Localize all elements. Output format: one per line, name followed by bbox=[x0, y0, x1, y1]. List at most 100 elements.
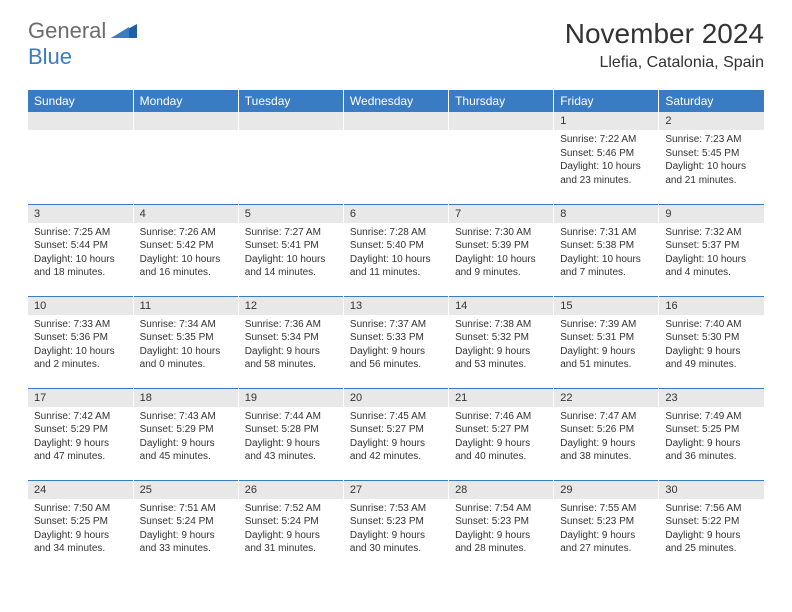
day-content: Sunrise: 7:47 AMSunset: 5:26 PMDaylight:… bbox=[554, 407, 658, 468]
calendar-cell: 2Sunrise: 7:23 AMSunset: 5:45 PMDaylight… bbox=[659, 112, 764, 204]
daylight-text: Daylight: 10 hours and 9 minutes. bbox=[455, 253, 547, 280]
weekday-header: Monday bbox=[133, 90, 238, 112]
title-block: November 2024 Llefia, Catalonia, Spain bbox=[565, 18, 764, 72]
sunset-text: Sunset: 5:45 PM bbox=[665, 147, 758, 161]
calendar-cell: 24Sunrise: 7:50 AMSunset: 5:25 PMDayligh… bbox=[28, 480, 133, 572]
calendar-cell bbox=[28, 112, 133, 204]
day-content: Sunrise: 7:27 AMSunset: 5:41 PMDaylight:… bbox=[239, 223, 343, 284]
calendar-cell bbox=[449, 112, 554, 204]
sunset-text: Sunset: 5:30 PM bbox=[665, 331, 758, 345]
calendar-cell: 3Sunrise: 7:25 AMSunset: 5:44 PMDaylight… bbox=[28, 204, 133, 296]
calendar-cell: 23Sunrise: 7:49 AMSunset: 5:25 PMDayligh… bbox=[659, 388, 764, 480]
sunrise-text: Sunrise: 7:33 AM bbox=[34, 318, 127, 332]
logo-triangle-icon bbox=[111, 22, 137, 43]
day-number: 22 bbox=[554, 389, 658, 407]
daylight-text: Daylight: 9 hours and 31 minutes. bbox=[245, 529, 337, 556]
sunrise-text: Sunrise: 7:26 AM bbox=[140, 226, 232, 240]
sunset-text: Sunset: 5:36 PM bbox=[34, 331, 127, 345]
sunset-text: Sunset: 5:31 PM bbox=[560, 331, 652, 345]
empty-day bbox=[134, 112, 238, 130]
sunrise-text: Sunrise: 7:36 AM bbox=[245, 318, 337, 332]
empty-day bbox=[28, 112, 133, 130]
day-number: 26 bbox=[239, 481, 343, 499]
day-content: Sunrise: 7:22 AMSunset: 5:46 PMDaylight:… bbox=[554, 130, 658, 191]
day-content: Sunrise: 7:28 AMSunset: 5:40 PMDaylight:… bbox=[344, 223, 448, 284]
daylight-text: Daylight: 9 hours and 56 minutes. bbox=[350, 345, 442, 372]
calendar-cell: 17Sunrise: 7:42 AMSunset: 5:29 PMDayligh… bbox=[28, 388, 133, 480]
day-content: Sunrise: 7:33 AMSunset: 5:36 PMDaylight:… bbox=[28, 315, 133, 376]
sunset-text: Sunset: 5:46 PM bbox=[560, 147, 652, 161]
day-content: Sunrise: 7:30 AMSunset: 5:39 PMDaylight:… bbox=[449, 223, 553, 284]
day-content: Sunrise: 7:53 AMSunset: 5:23 PMDaylight:… bbox=[344, 499, 448, 560]
sunrise-text: Sunrise: 7:47 AM bbox=[560, 410, 652, 424]
logo: General Blue bbox=[28, 18, 137, 70]
day-number: 10 bbox=[28, 297, 133, 315]
daylight-text: Daylight: 9 hours and 30 minutes. bbox=[350, 529, 442, 556]
daylight-text: Daylight: 10 hours and 18 minutes. bbox=[34, 253, 127, 280]
sunrise-text: Sunrise: 7:42 AM bbox=[34, 410, 127, 424]
sunrise-text: Sunrise: 7:34 AM bbox=[140, 318, 232, 332]
day-number: 15 bbox=[554, 297, 658, 315]
sunset-text: Sunset: 5:32 PM bbox=[455, 331, 547, 345]
sunset-text: Sunset: 5:39 PM bbox=[455, 239, 547, 253]
calendar-cell: 19Sunrise: 7:44 AMSunset: 5:28 PMDayligh… bbox=[238, 388, 343, 480]
day-content: Sunrise: 7:49 AMSunset: 5:25 PMDaylight:… bbox=[659, 407, 764, 468]
day-content: Sunrise: 7:46 AMSunset: 5:27 PMDaylight:… bbox=[449, 407, 553, 468]
calendar-cell: 11Sunrise: 7:34 AMSunset: 5:35 PMDayligh… bbox=[133, 296, 238, 388]
weekday-header: Sunday bbox=[28, 90, 133, 112]
day-number: 27 bbox=[344, 481, 448, 499]
sunrise-text: Sunrise: 7:43 AM bbox=[140, 410, 232, 424]
sunset-text: Sunset: 5:29 PM bbox=[140, 423, 232, 437]
day-number: 14 bbox=[449, 297, 553, 315]
sunrise-text: Sunrise: 7:37 AM bbox=[350, 318, 442, 332]
calendar-cell: 1Sunrise: 7:22 AMSunset: 5:46 PMDaylight… bbox=[554, 112, 659, 204]
daylight-text: Daylight: 10 hours and 11 minutes. bbox=[350, 253, 442, 280]
sunrise-text: Sunrise: 7:40 AM bbox=[665, 318, 758, 332]
daylight-text: Daylight: 9 hours and 58 minutes. bbox=[245, 345, 337, 372]
sunset-text: Sunset: 5:35 PM bbox=[140, 331, 232, 345]
calendar-cell: 15Sunrise: 7:39 AMSunset: 5:31 PMDayligh… bbox=[554, 296, 659, 388]
day-content: Sunrise: 7:38 AMSunset: 5:32 PMDaylight:… bbox=[449, 315, 553, 376]
logo-text-blue: Blue bbox=[28, 44, 72, 69]
calendar-cell: 22Sunrise: 7:47 AMSunset: 5:26 PMDayligh… bbox=[554, 388, 659, 480]
day-number: 11 bbox=[134, 297, 238, 315]
sunset-text: Sunset: 5:34 PM bbox=[245, 331, 337, 345]
day-number: 9 bbox=[659, 205, 764, 223]
day-content: Sunrise: 7:50 AMSunset: 5:25 PMDaylight:… bbox=[28, 499, 133, 560]
sunrise-text: Sunrise: 7:55 AM bbox=[560, 502, 652, 516]
sunrise-text: Sunrise: 7:31 AM bbox=[560, 226, 652, 240]
day-content: Sunrise: 7:54 AMSunset: 5:23 PMDaylight:… bbox=[449, 499, 553, 560]
day-content: Sunrise: 7:45 AMSunset: 5:27 PMDaylight:… bbox=[344, 407, 448, 468]
sunset-text: Sunset: 5:23 PM bbox=[560, 515, 652, 529]
sunrise-text: Sunrise: 7:46 AM bbox=[455, 410, 547, 424]
day-number: 16 bbox=[659, 297, 764, 315]
calendar-cell: 16Sunrise: 7:40 AMSunset: 5:30 PMDayligh… bbox=[659, 296, 764, 388]
day-number: 1 bbox=[554, 112, 658, 130]
sunrise-text: Sunrise: 7:44 AM bbox=[245, 410, 337, 424]
day-number: 12 bbox=[239, 297, 343, 315]
calendar-row: 24Sunrise: 7:50 AMSunset: 5:25 PMDayligh… bbox=[28, 480, 764, 572]
day-number: 23 bbox=[659, 389, 764, 407]
daylight-text: Daylight: 9 hours and 51 minutes. bbox=[560, 345, 652, 372]
daylight-text: Daylight: 9 hours and 36 minutes. bbox=[665, 437, 758, 464]
sunrise-text: Sunrise: 7:50 AM bbox=[34, 502, 127, 516]
sunset-text: Sunset: 5:38 PM bbox=[560, 239, 652, 253]
daylight-text: Daylight: 9 hours and 42 minutes. bbox=[350, 437, 442, 464]
day-content: Sunrise: 7:56 AMSunset: 5:22 PMDaylight:… bbox=[659, 499, 764, 560]
sunset-text: Sunset: 5:33 PM bbox=[350, 331, 442, 345]
day-number: 5 bbox=[239, 205, 343, 223]
sunset-text: Sunset: 5:40 PM bbox=[350, 239, 442, 253]
daylight-text: Daylight: 10 hours and 23 minutes. bbox=[560, 160, 652, 187]
day-content: Sunrise: 7:34 AMSunset: 5:35 PMDaylight:… bbox=[134, 315, 238, 376]
calendar-cell: 28Sunrise: 7:54 AMSunset: 5:23 PMDayligh… bbox=[449, 480, 554, 572]
day-content: Sunrise: 7:39 AMSunset: 5:31 PMDaylight:… bbox=[554, 315, 658, 376]
calendar-cell: 14Sunrise: 7:38 AMSunset: 5:32 PMDayligh… bbox=[449, 296, 554, 388]
daylight-text: Daylight: 10 hours and 4 minutes. bbox=[665, 253, 758, 280]
sunset-text: Sunset: 5:42 PM bbox=[140, 239, 232, 253]
sunrise-text: Sunrise: 7:39 AM bbox=[560, 318, 652, 332]
empty-day bbox=[239, 112, 343, 130]
daylight-text: Daylight: 9 hours and 25 minutes. bbox=[665, 529, 758, 556]
day-number: 30 bbox=[659, 481, 764, 499]
sunrise-text: Sunrise: 7:27 AM bbox=[245, 226, 337, 240]
calendar-cell: 9Sunrise: 7:32 AMSunset: 5:37 PMDaylight… bbox=[659, 204, 764, 296]
